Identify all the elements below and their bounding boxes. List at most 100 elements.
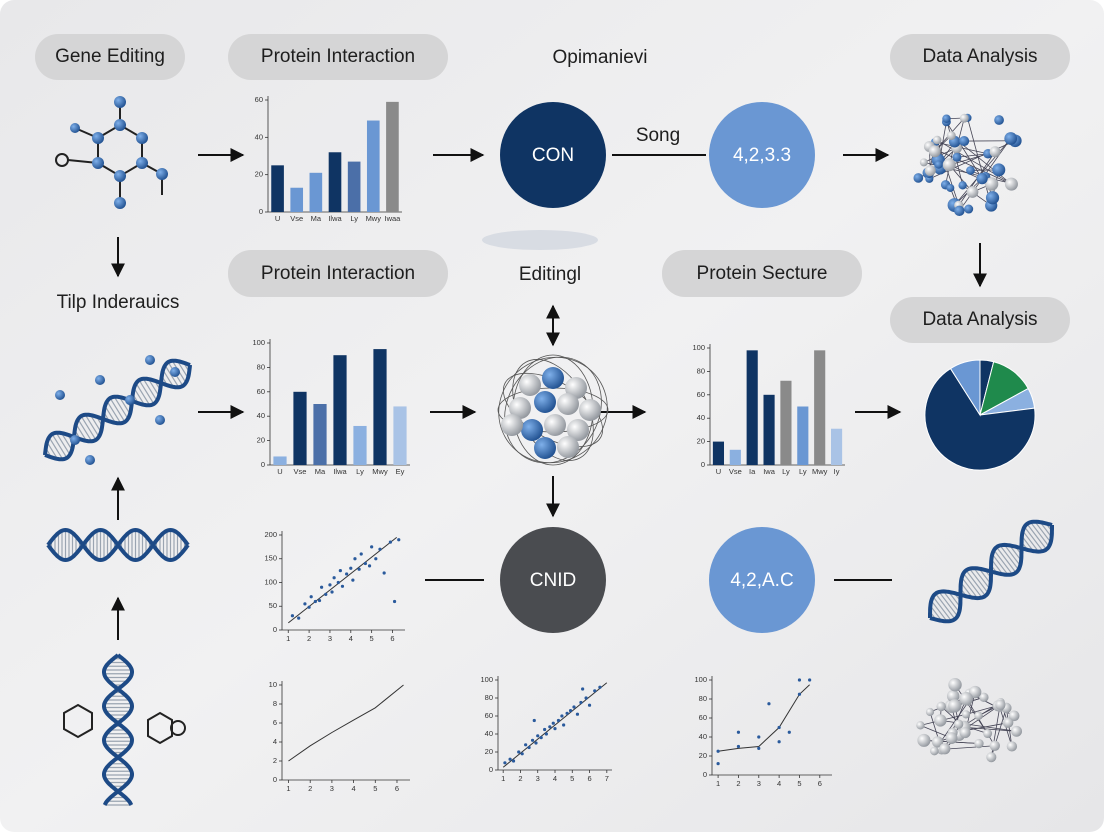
point (524, 743, 528, 747)
dna-strand (46, 527, 190, 563)
bar (293, 391, 307, 465)
x-tick-label: Vse (290, 214, 303, 223)
bar (729, 449, 741, 465)
bar (313, 404, 327, 465)
point (307, 605, 311, 609)
pill (662, 250, 862, 297)
point (757, 746, 761, 751)
atom (958, 181, 967, 190)
bond (936, 139, 960, 206)
y-tick-label: 40 (257, 411, 265, 420)
y-tick-label: 20 (697, 437, 705, 446)
x-tick-label: U (275, 214, 280, 223)
point (290, 614, 295, 618)
atom (959, 135, 970, 147)
pill (890, 297, 1070, 343)
point (565, 711, 569, 715)
sphere (557, 436, 579, 458)
point (530, 738, 535, 742)
dna-rung (961, 577, 978, 599)
y-tick-label: 60 (255, 95, 263, 104)
dna-rung (48, 436, 64, 460)
dna-rung (1021, 535, 1034, 552)
y-tick-label: 60 (257, 387, 265, 396)
y-tick-label: 40 (255, 132, 263, 141)
point (562, 723, 566, 727)
atom (932, 135, 942, 145)
point (584, 696, 588, 700)
x-tick-label: Ly (799, 467, 807, 476)
atom (85, 455, 95, 465)
dna-rung (969, 568, 989, 594)
atom (974, 711, 983, 720)
x-tick-label: Vse (294, 467, 307, 476)
atom (979, 692, 989, 703)
sphere (579, 399, 601, 421)
dna-rung (996, 546, 1017, 573)
x-tick-label: Mwy (812, 467, 828, 476)
dna-rung (960, 582, 973, 598)
sphere (557, 393, 579, 415)
bar (273, 456, 287, 465)
x-tick-label: 7 (605, 774, 609, 783)
pill (35, 34, 185, 80)
sphere (521, 419, 543, 441)
atom (929, 746, 939, 756)
bar (333, 355, 347, 465)
point (797, 692, 802, 696)
point (367, 564, 372, 568)
x-tick-label: 5 (370, 634, 374, 643)
point (382, 571, 386, 575)
atom (155, 415, 165, 425)
y-tick-label: 0 (273, 775, 277, 784)
pills: Gene Editing Protein Interaction Data An… (35, 34, 1070, 343)
x-tick-label: 4 (553, 774, 557, 783)
point (363, 561, 367, 566)
x-tick-label: Mwy (372, 467, 388, 476)
bar (373, 349, 387, 465)
x-tick-label: U (716, 467, 721, 476)
trend-line (502, 682, 608, 768)
point (787, 730, 791, 734)
atom (95, 375, 105, 385)
dna-rung (46, 441, 58, 460)
point (544, 732, 548, 736)
point (374, 557, 378, 561)
dna-rung (1009, 545, 1022, 561)
pill-text: Protein Secture (697, 263, 828, 284)
point (579, 700, 583, 705)
dna-rung (104, 405, 116, 424)
x-tick-label: 4 (352, 784, 356, 793)
sphere (542, 367, 564, 389)
line (288, 684, 404, 762)
dna-rung (943, 591, 960, 613)
atom (945, 732, 958, 744)
circle-text: CON (532, 145, 574, 166)
circle-text: 4,2,A.C (730, 570, 793, 591)
x-tick-label: 5 (570, 774, 574, 783)
atom (125, 395, 135, 405)
dna-rung (164, 364, 180, 388)
x-tick-label: 5 (797, 779, 801, 788)
sphere (534, 437, 556, 459)
atom (1006, 741, 1018, 752)
atom (942, 158, 956, 172)
x-tick-label: U (277, 467, 282, 476)
atom (925, 707, 935, 717)
atom (959, 727, 971, 739)
x-tick-label: 6 (818, 779, 822, 788)
atom (986, 752, 997, 763)
point (551, 721, 555, 725)
point (297, 616, 301, 620)
point (575, 712, 580, 716)
x-tick-label: Ly (356, 467, 364, 476)
atom (974, 738, 984, 749)
dna-rung (1034, 521, 1052, 543)
dna-rung (113, 396, 129, 420)
atom (964, 204, 974, 214)
point (777, 740, 781, 744)
x-tick-label: Iwa (763, 467, 776, 476)
dna-rung (1026, 523, 1047, 550)
dna-rung (148, 378, 160, 397)
